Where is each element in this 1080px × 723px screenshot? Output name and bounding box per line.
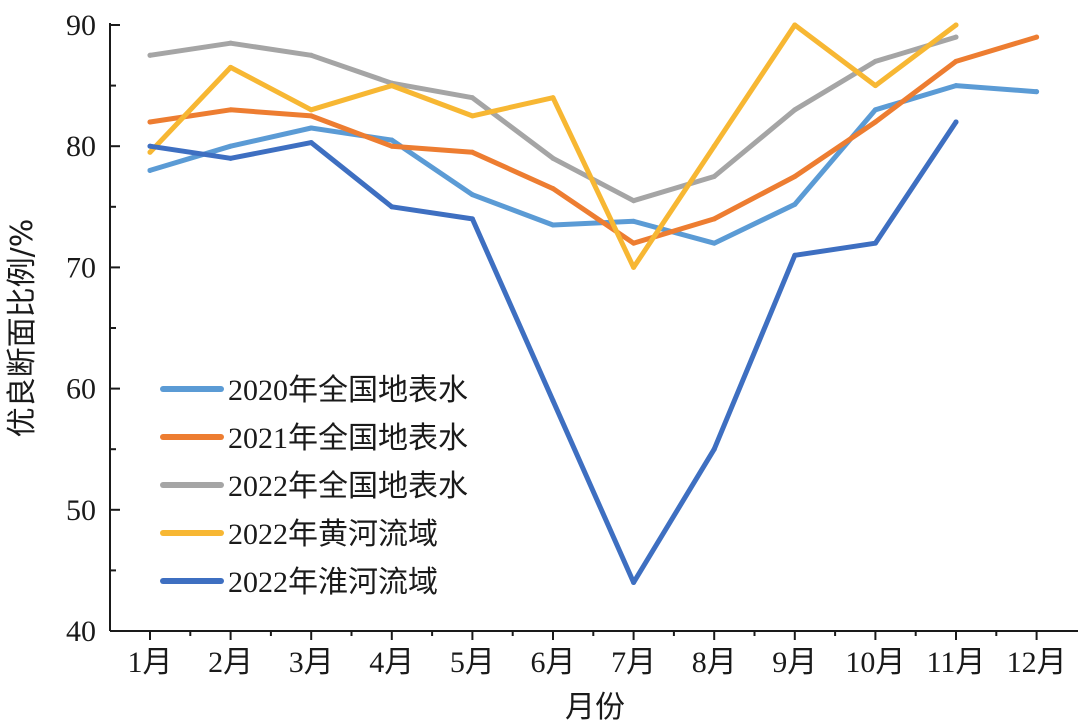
data-point [872,107,878,113]
data-point [872,83,878,89]
data-point [308,140,314,146]
x-tick-label: 12月 [1007,646,1067,679]
x-tick-label: 11月 [927,646,986,679]
data-point [872,240,878,246]
data-point [711,174,717,179]
data-point [711,143,717,149]
legend-label: 2022年淮河流域 [228,566,438,599]
data-point [953,119,959,125]
data-point [872,119,878,125]
y-tick-label: 80 [66,130,96,163]
data-point [389,137,395,143]
series-line-1 [147,83,1040,246]
y-tick-label: 60 [66,373,96,406]
data-point [631,580,637,586]
legend-label: 2020年全国地表水 [228,374,468,407]
data-point [228,40,234,46]
data-point [308,52,314,58]
data-point [792,201,798,207]
x-tick-label: 8月 [692,646,737,679]
data-point [469,192,475,198]
data-point [469,216,475,222]
data-point [953,83,959,89]
data-point [711,216,717,222]
x-tick-label: 1月 [128,646,173,679]
legend: 2020年全国地表水 2021年全国地表水 2022年全国地表水 2022年黄河流域 2… [160,374,468,599]
data-point [711,446,717,452]
data-point [147,119,153,125]
data-point [469,95,475,101]
x-tick-label: 4月 [369,646,414,679]
data-point [389,143,395,149]
data-point [308,113,314,119]
x-ticks: 1月 2月 3月 4月 5月 6月 7月 8月 9月 10月 11月 12月 [128,631,1067,679]
data-point [953,58,959,64]
y-ticks: 40 50 60 70 80 90 [66,9,120,648]
x-tick-label: 6月 [531,646,576,679]
data-point [389,204,395,210]
legend-label: 2022年全国地表水 [228,470,468,503]
x-tick-label: 9月 [772,646,817,679]
x-tick-label: 3月 [289,646,334,679]
data-point [147,167,153,173]
data-point [228,143,234,149]
data-point [550,155,556,161]
series-line-4 [147,22,959,270]
data-point [147,52,153,58]
y-tick-label: 40 [66,615,96,648]
data-point [389,83,395,89]
y-tick-label: 70 [66,251,96,284]
data-point [792,174,798,179]
series-line-2 [147,34,1040,246]
x-tick-label: 2月 [208,646,253,679]
series-layer [147,22,1040,586]
series-line-3 [147,34,959,204]
data-point [308,107,314,113]
x-tick-label: 5月 [450,646,495,679]
data-point [1034,34,1040,40]
data-point [550,186,556,192]
x-tick-label: 10月 [845,646,905,679]
data-point [953,34,959,40]
data-point [631,240,637,246]
data-point [953,22,959,28]
data-point [308,125,314,131]
data-point [792,107,798,113]
data-point [631,198,637,204]
data-point [228,155,234,161]
data-point [1034,89,1040,95]
x-axis-title: 月份 [565,690,625,723]
data-point [711,240,717,246]
data-point [550,222,556,228]
data-point [469,149,475,155]
legend-label: 2022年黄河流域 [228,518,438,551]
data-point [872,58,878,64]
data-point [469,113,475,119]
data-point [550,95,556,101]
data-point [228,107,234,113]
data-point [792,252,798,258]
y-tick-label: 50 [66,494,96,527]
legend-label: 2021年全国地表水 [228,422,468,455]
data-point [631,218,637,224]
data-point [792,22,798,28]
data-point [147,143,153,149]
data-point [147,149,153,155]
data-point [550,398,556,404]
y-tick-label: 90 [66,9,96,42]
data-point [228,64,234,70]
y-axis-title: 优良断面比例/% [5,219,40,438]
data-point [631,264,637,270]
x-tick-label: 7月 [611,646,656,679]
